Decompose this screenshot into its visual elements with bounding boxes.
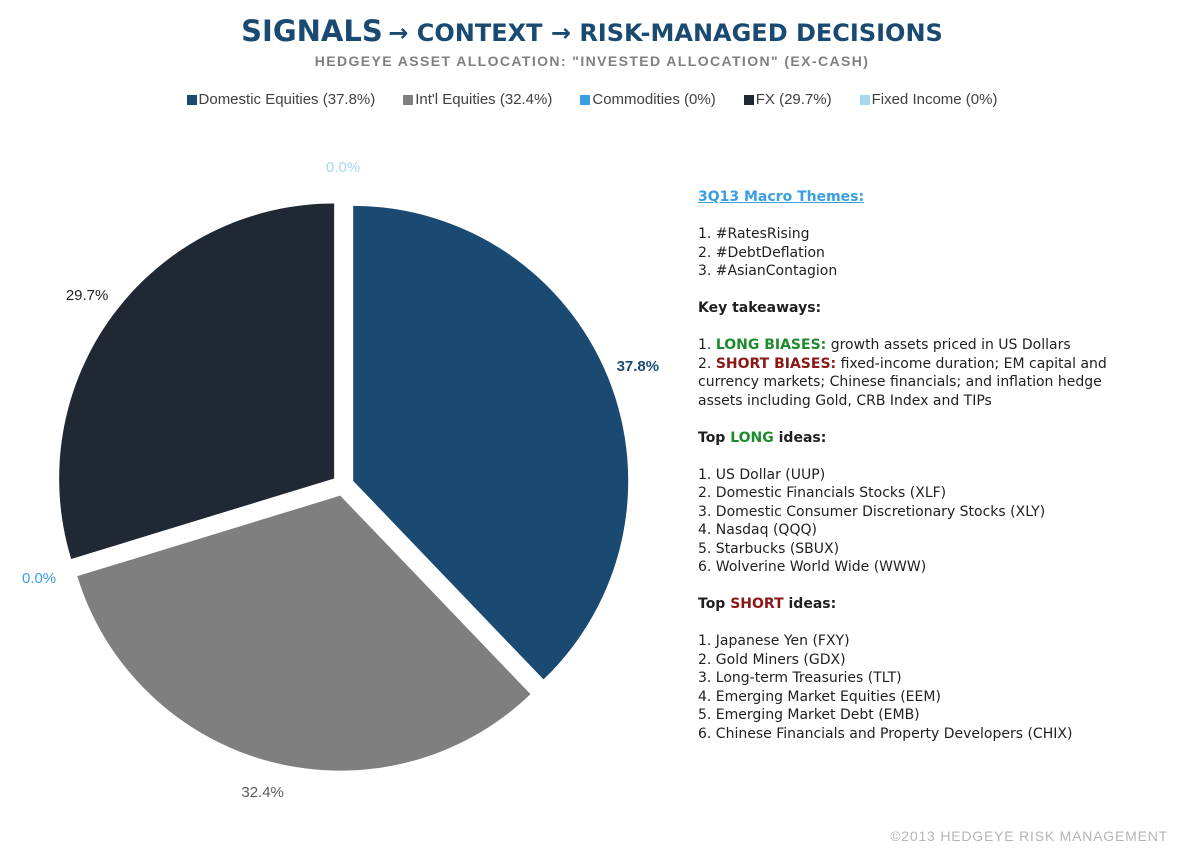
short-biases-text: fixed-income duration; EM capital and <box>836 355 1107 372</box>
slice-data-label: 29.7% <box>65 287 109 305</box>
legend-label: FX (29.7%) <box>755 91 832 108</box>
takeaways-heading: Key takeaways: <box>698 300 822 316</box>
copyright-footer: ©2013 HEDGEYE RISK MANAGEMENT <box>890 828 1168 844</box>
legend-swatch <box>186 94 197 105</box>
themes-heading: 3Q13 Macro Themes: <box>698 189 865 205</box>
legend-label: Int'l Equities (32.4%) <box>415 91 553 108</box>
top-word: Top <box>698 429 731 446</box>
legend-label: Fixed Income (0%) <box>871 91 998 108</box>
short-biases-text-cont: assets including Gold, CRB Index and TIP… <box>698 392 992 409</box>
top-word: Top <box>698 596 731 612</box>
short-idea-item: 5. Emerging Market Debt (EMB) <box>698 707 920 723</box>
ideas-word: ideas: <box>773 429 827 446</box>
theme-item: 1. #RatesRising <box>698 226 810 242</box>
short-idea-item: 3. Long-term Treasuries (TLT) <box>698 670 902 686</box>
long-idea-item: 5. Starbucks (SBUX) <box>698 540 840 557</box>
top-short-heading: Top SHORT ideas: <box>698 595 1168 614</box>
legend-swatch <box>743 94 754 105</box>
theme-item: 3. #AsianContagion <box>698 263 838 279</box>
legend-swatch <box>859 94 870 105</box>
long-idea-item: 2. Domestic Financials Stocks (XLF) <box>698 485 947 501</box>
chart-legend: Domestic Equities (37.8%) Int'l Equities … <box>0 91 1184 108</box>
legend-item: FX (29.7%) <box>743 91 832 108</box>
long-idea-item: 1. US Dollar (UUP) <box>698 466 826 483</box>
legend-swatch <box>580 94 591 105</box>
short-word: SHORT <box>730 596 784 612</box>
macro-themes-panel: 3Q13 Macro Themes: 1. #RatesRising 2. #D… <box>698 188 1168 762</box>
short-biases-number: 2. <box>698 355 716 372</box>
legend-item: Commodities (0%) <box>580 91 716 108</box>
short-idea-item: 6. Chinese Financials and Property Devel… <box>698 725 1073 742</box>
legend-item: Int'l Equities (32.4%) <box>403 91 552 108</box>
pie-slice <box>77 495 531 771</box>
ideas-word: ideas: <box>783 596 837 612</box>
short-biases-text-cont: currency markets; Chinese financials; an… <box>698 374 1102 390</box>
long-biases-line: 1. LONG BIASES: growth assets priced in … <box>698 336 1168 355</box>
top-long-heading: Top LONG ideas: <box>698 429 1168 448</box>
page-title: SIGNALS → CONTEXT → RISK-MANAGED DECISIO… <box>0 14 1184 48</box>
short-idea-item: 2. Gold Miners (GDX) <box>698 651 846 668</box>
short-idea-item: 1. Japanese Yen (FXY) <box>698 633 850 649</box>
long-biases-label: LONG BIASES: <box>715 337 827 353</box>
short-idea-item: 4. Emerging Market Equities (EEM) <box>698 688 941 705</box>
long-idea-item: 6. Wolverine World Wide (WWW) <box>698 559 927 575</box>
chart-subtitle: HEDGEYE ASSET ALLOCATION: "INVESTED ALLO… <box>314 53 870 69</box>
theme-item: 2. #DebtDeflation <box>698 244 825 261</box>
pie-slice <box>59 203 335 559</box>
legend-label: Commodities (0%) <box>592 91 716 108</box>
legend-item: Domestic Equities (37.8%) <box>186 91 376 108</box>
legend-label: Domestic Equities (37.8%) <box>198 91 376 108</box>
title-rest: → CONTEXT → RISK-MANAGED DECISIONS <box>388 19 943 47</box>
long-biases-number: 1. <box>698 337 716 353</box>
title-main: SIGNALS <box>241 14 383 48</box>
long-biases-text: growth assets priced in US Dollars <box>826 337 1071 353</box>
long-idea-item: 4. Nasdaq (QQQ) <box>698 522 817 538</box>
pie-chart <box>59 203 629 771</box>
legend-swatch <box>403 94 414 105</box>
slice-data-label: 32.4% <box>241 784 284 802</box>
slice-data-label: 37.8% <box>616 357 660 375</box>
long-idea-item: 3. Domestic Consumer Discretionary Stock… <box>698 503 1046 520</box>
short-biases-line: 2. SHORT BIASES: fixed-income duration; … <box>698 355 1168 374</box>
short-biases-label: SHORT BIASES: <box>715 355 837 372</box>
pie-slice <box>353 205 629 680</box>
slice-data-label: 0.0% <box>21 569 57 587</box>
long-word: LONG <box>730 429 774 446</box>
legend-item: Fixed Income (0%) <box>859 91 998 108</box>
slice-data-label: 0.0% <box>326 158 361 176</box>
